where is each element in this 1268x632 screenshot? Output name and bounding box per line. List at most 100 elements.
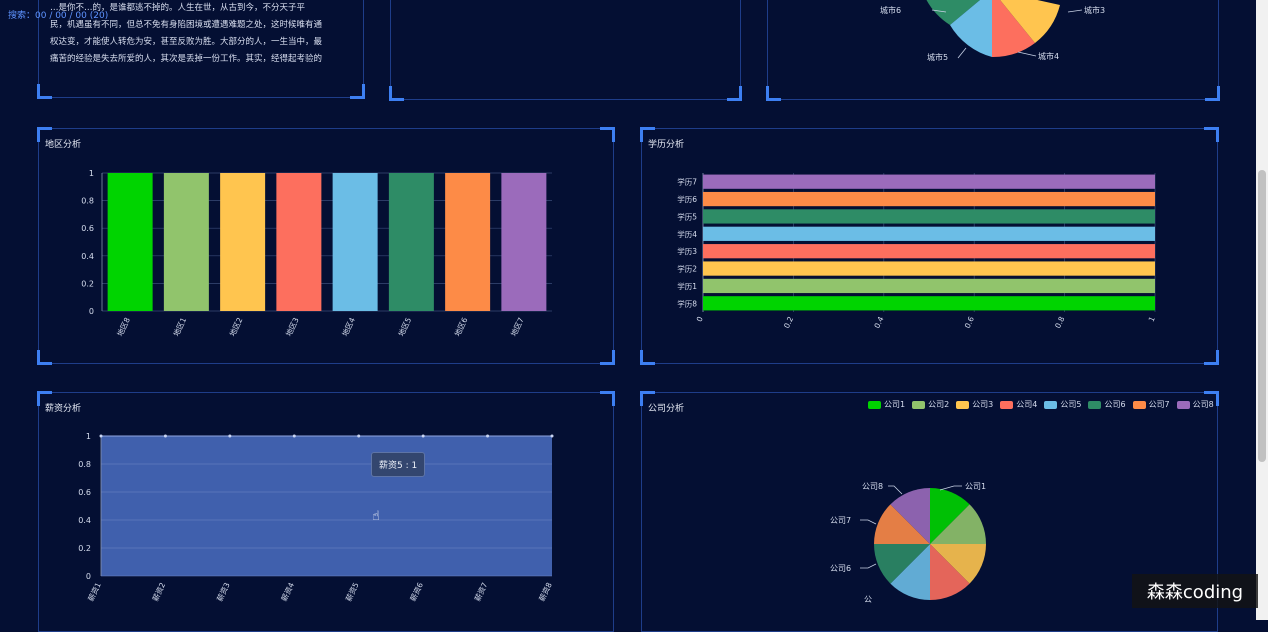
legend-swatch [912, 400, 926, 409]
pie-label: 公司8 [862, 482, 883, 491]
pie-label: 公司1 [965, 482, 986, 491]
legend-label: 公司3 [972, 400, 994, 409]
y-tick-label: 0.4 [78, 516, 91, 525]
pie-slice-公司2 [930, 504, 986, 544]
city-pie-slice-3 [1000, 0, 1060, 43]
legend-swatch [1132, 400, 1146, 409]
city-pie-chart: 城市6 城市5 城市4 城市3 [880, 0, 1105, 62]
top-middle-panel [389, 0, 742, 101]
city-pie-slice-5 [950, 0, 992, 57]
label-line [888, 485, 903, 495]
x-tick-label: 薪资2 [150, 580, 168, 602]
legend-label: 公司6 [1104, 400, 1126, 409]
y-tick-label: 学历2 [677, 264, 697, 274]
legend-item[interactable]: 公司7 [1132, 399, 1170, 410]
y-tick-label: 0.6 [78, 488, 91, 497]
pie-label: 公司7 [830, 516, 851, 525]
bar-地区7 [501, 173, 547, 311]
y-tick-label: 0 [89, 307, 94, 316]
point-薪资2 [163, 434, 167, 438]
y-tick-label: 学历1 [677, 281, 697, 291]
city-label-5: 城市5 [927, 52, 948, 62]
legend-item[interactable]: 公司8 [1176, 399, 1214, 410]
y-tick-label: 0.8 [78, 460, 91, 469]
pie-slice-公司5 [890, 544, 930, 600]
y-tick-label: 0.2 [81, 279, 94, 288]
city-panel [766, 0, 1220, 101]
bar-学历3 [703, 244, 1155, 259]
y-tick-label: 0.2 [78, 544, 91, 553]
y-tick-label: 学历7 [677, 177, 697, 187]
x-tick-label: 地区6 [452, 315, 470, 337]
page-scrollbar[interactable] [1256, 0, 1268, 620]
city-pie-slice-4 [992, 0, 1035, 58]
legend-item[interactable]: 公司2 [912, 399, 949, 410]
y-tick-label: 学历5 [677, 211, 697, 221]
legend-swatch [1044, 400, 1058, 409]
legend-item[interactable]: 公司3 [956, 399, 993, 410]
label-line [939, 485, 962, 491]
legend-swatch [956, 400, 970, 409]
x-tick-label: 地区4 [340, 315, 358, 337]
x-tick-label: 薪资8 [536, 580, 554, 602]
point-薪资1 [99, 434, 103, 438]
y-tick-label: 0.4 [81, 252, 94, 261]
x-tick-label: 地区8 [115, 315, 133, 337]
region-panel: 地区分析 [37, 127, 615, 365]
bar-学历4 [703, 226, 1155, 241]
city-label-3: 城市3 [1084, 5, 1105, 15]
x-tick-label: 薪资4 [279, 580, 297, 602]
point-薪资6 [421, 434, 425, 438]
legend-label: 公司7 [1148, 400, 1170, 409]
y-tick-label: 学历8 [677, 298, 697, 308]
intro-line: …是你不…的，是谁都逃不掉的。人生在世，从古到今，不分天子平 [50, 3, 306, 13]
x-tick-label: 地区2 [227, 315, 245, 337]
x-tick-label: 0.8 [1053, 315, 1066, 330]
legend-label: 公司1 [884, 400, 906, 409]
pie-label: 公司6 [830, 564, 851, 573]
legend-item[interactable]: 公司1 [868, 399, 905, 410]
region-title: 地区分析 [45, 140, 82, 150]
legend-swatch [868, 400, 881, 409]
legend-swatch [1088, 400, 1102, 409]
education-title: 学历分析 [648, 140, 685, 150]
y-tick-label: 0.6 [81, 224, 94, 233]
legend-item[interactable]: 公司6 [1088, 399, 1126, 410]
pie-label: 公 [864, 595, 872, 604]
company-legend[interactable]: 公司1 公司2 公司3 公司4 公司5 公司6 公司7 公司8 [868, 399, 1214, 410]
bar-地区8 [107, 173, 153, 311]
legend-swatch [1000, 400, 1014, 409]
x-tick-label: 薪资1 [85, 580, 103, 602]
legend-label: 公司5 [1060, 400, 1082, 409]
legend-label: 公司8 [1192, 400, 1214, 409]
x-tick-label: 0.2 [782, 315, 795, 330]
x-tick-label: 0.4 [872, 315, 885, 330]
intro-text: …是你不…的，是谁都逃不掉的。人生在世，从古到今，不分天子平 民，机遇虽有不同，… [50, 0, 352, 68]
region-bar-chart: 0 0.2 0.4 0.6 0.8 1 地区8 地区1 地区2 地区3 地区4 地区5 地区6 地区7 [81, 169, 552, 338]
bar-学历7 [703, 174, 1155, 189]
intro-line: 民，机遇虽有不同，但总不免有身陷困境或遭遇难题之处，这时候唯有通 [50, 20, 323, 30]
point-薪资3 [228, 434, 232, 438]
salary-area [101, 436, 552, 576]
pie-slice-公司6 [874, 544, 930, 584]
salary-area-chart[interactable]: 0 0.2 0.4 0.6 0.8 1 薪资1 薪资2 薪资3 薪资4 薪资5 薪资6 薪资7 薪资8 [60, 425, 580, 615]
legend-item[interactable]: 公司4 [1000, 399, 1037, 410]
legend-item[interactable]: 公司5 [1044, 399, 1081, 410]
scrollbar-thumb[interactable] [1258, 170, 1266, 462]
pie-slice-公司7 [874, 504, 930, 544]
bar-地区1 [163, 173, 209, 311]
label-line [860, 519, 877, 525]
y-tick-label: 1 [89, 169, 94, 178]
x-tick-label: 地区7 [508, 315, 526, 337]
company-pie-chart: 公司1 公司8 公司7 公司6 公 [830, 482, 986, 604]
point-薪资5 [357, 434, 361, 438]
bar-地区3 [276, 173, 322, 311]
point-薪资8 [550, 434, 554, 438]
company-title: 公司分析 [648, 404, 685, 414]
intro-line: 痛苦的经验是失去所爱的人，其次是丢掉一份工作。其实，经得起考验的 [50, 54, 323, 64]
x-tick-label: 0 [695, 315, 705, 323]
bar-地区2 [220, 173, 266, 311]
pie-slice-公司8 [890, 488, 930, 544]
pie-slice-公司4 [930, 544, 970, 600]
search-text: 搜索：00 / 00 / 00 (20) [8, 11, 109, 21]
